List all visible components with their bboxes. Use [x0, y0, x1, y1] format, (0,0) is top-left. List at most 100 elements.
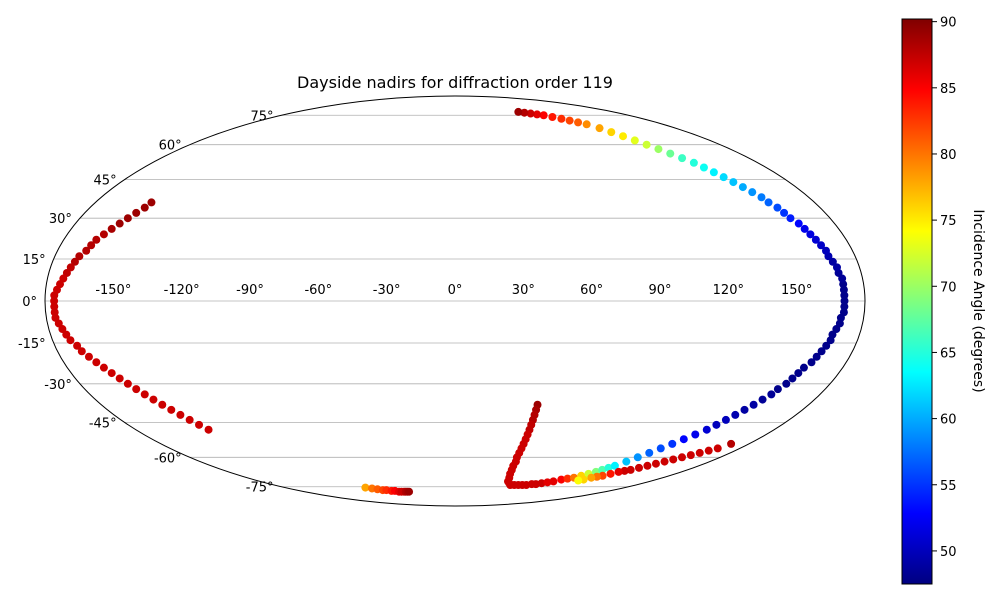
data-point: [526, 109, 535, 118]
data-point: [115, 374, 124, 383]
data-point: [58, 325, 67, 334]
latitude-tick-label: -75°: [246, 481, 274, 496]
data-point: [140, 203, 149, 212]
data-point: [574, 118, 583, 127]
latitude-tick-labels: 75° 60° 45° 30° 15° 0° -15° -30° -45° -60° -75°: [18, 109, 274, 495]
data-point: [660, 457, 669, 466]
data-point: [691, 430, 700, 439]
longitude-tick-labels: -150° -120° -90° -60° -30° 0° 30° 60° 90° 120° 150…: [95, 283, 812, 298]
data-point: [132, 208, 141, 217]
latitude-tick-label: -30°: [44, 378, 72, 393]
data-point: [563, 474, 572, 483]
data-point: [642, 140, 651, 149]
latitude-tick-label: -15°: [18, 337, 46, 352]
data-point: [817, 241, 826, 250]
data-point: [622, 457, 631, 466]
data-point: [606, 469, 615, 478]
data-point: [123, 214, 132, 223]
data-point: [557, 475, 566, 484]
data-point: [92, 358, 101, 367]
data-point: [66, 336, 75, 345]
data-point: [678, 154, 687, 163]
data-point: [651, 459, 660, 468]
data-point: [50, 291, 59, 300]
data-point: [678, 453, 686, 462]
data-point: [729, 178, 738, 187]
data-point: [565, 116, 574, 125]
data-point: [749, 400, 758, 409]
data-point: [654, 145, 663, 154]
data-point: [630, 136, 639, 145]
longitude-tick-label: 30°: [512, 283, 535, 298]
colorbar-gradient: [901, 18, 933, 585]
data-point: [773, 203, 782, 212]
colorbar-tick-label: 75: [940, 214, 957, 229]
data-point: [721, 415, 730, 424]
data-point: [549, 477, 558, 486]
data-point: [582, 120, 591, 129]
latitude-tick-label: -45°: [89, 416, 117, 431]
data-point: [695, 448, 704, 457]
data-point: [604, 463, 613, 472]
data-point: [713, 444, 722, 453]
data-point: [832, 263, 841, 272]
data-point: [811, 235, 820, 244]
data-point: [619, 132, 628, 141]
data-point: [75, 252, 84, 261]
latitude-tick-label: 0°: [22, 295, 37, 310]
latitude-tick-label: 45°: [94, 174, 117, 189]
data-point: [539, 111, 548, 120]
data-point: [405, 487, 414, 496]
data-point: [548, 113, 557, 121]
data-point: [533, 110, 542, 119]
data-point: [132, 385, 141, 394]
data-point: [204, 425, 213, 434]
data-point: [686, 451, 695, 460]
data-point: [699, 163, 708, 172]
data-point: [107, 369, 116, 378]
colorbar-tick-label: 50: [940, 545, 957, 560]
data-point: [806, 230, 815, 239]
data-point: [764, 198, 773, 207]
data-point: [84, 352, 93, 361]
data-point: [679, 435, 688, 444]
data-point: [712, 420, 721, 429]
data-point: [195, 420, 204, 429]
data-point: [107, 224, 116, 233]
data-point: [595, 124, 604, 133]
data-point: [645, 448, 654, 457]
longitude-tick-label: 60°: [580, 283, 603, 298]
data-point: [748, 188, 757, 197]
data-point: [702, 425, 711, 434]
data-point: [786, 214, 795, 223]
data-point: [794, 219, 803, 228]
data-point: [799, 363, 808, 372]
data-point: [610, 461, 619, 470]
data-point: [757, 193, 766, 202]
longitude-tick-label: 120°: [713, 283, 744, 298]
data-point: [738, 183, 747, 192]
map-grid: [45, 114, 865, 488]
data-point: [740, 405, 749, 414]
data-point: [767, 390, 776, 399]
data-point: [92, 235, 101, 244]
data-point: [176, 410, 185, 419]
colorbar-ticks: 50 55 60 65 70 75 80 85 90: [932, 16, 957, 560]
data-point: [812, 352, 821, 361]
data-point: [361, 483, 370, 492]
data-point: [840, 297, 849, 305]
colorbar-tick-label: 90: [940, 16, 957, 31]
data-point: [185, 415, 194, 424]
data-point: [99, 363, 108, 372]
data-point: [821, 246, 830, 255]
latitude-tick-label: 30°: [49, 212, 72, 227]
data-point: [77, 347, 86, 356]
data-point: [614, 467, 623, 476]
data-point: [634, 463, 643, 472]
data-point: [656, 444, 665, 453]
data-point: [727, 439, 736, 448]
longitude-tick-label: -150°: [95, 283, 131, 298]
data-point: [668, 439, 677, 448]
data-point: [669, 455, 678, 464]
colorbar-tick-label: 60: [940, 413, 957, 428]
